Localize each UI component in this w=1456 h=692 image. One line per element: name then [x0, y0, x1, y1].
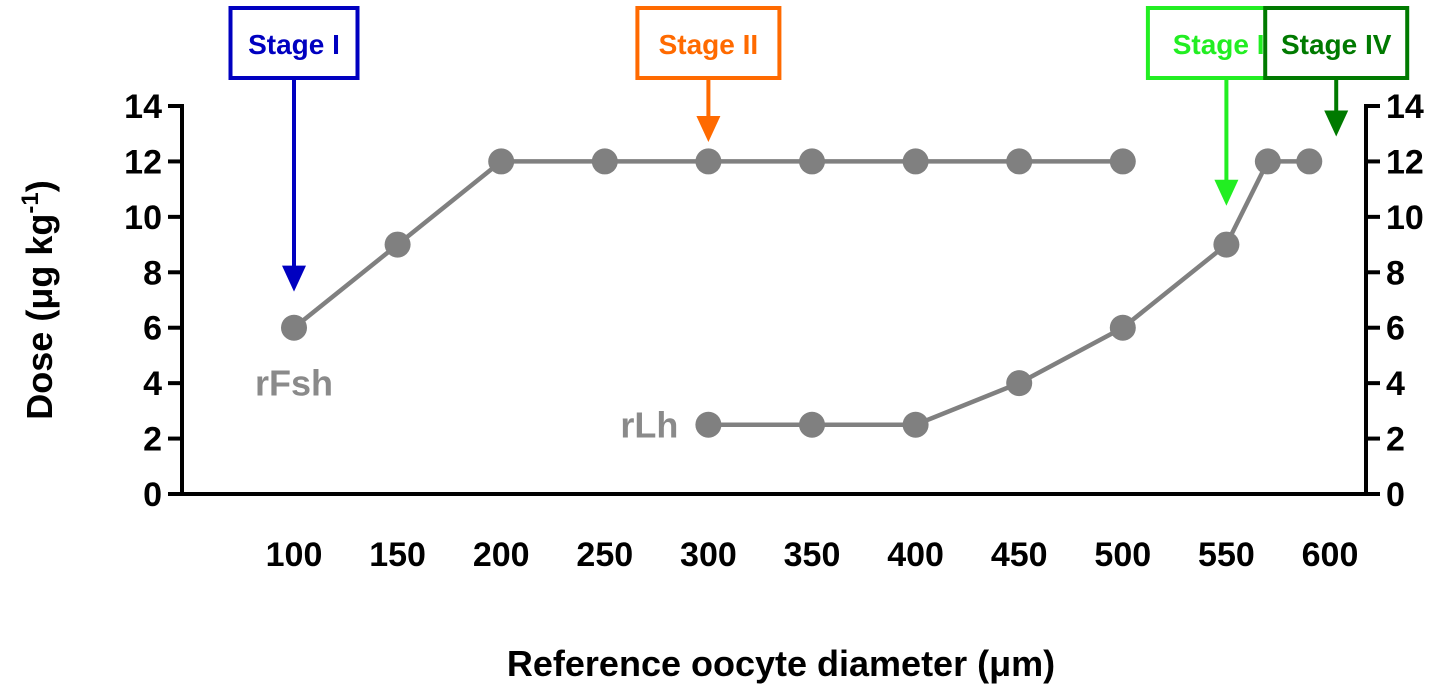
- x-tick-label: 300: [680, 536, 737, 574]
- left-y-tick-label: 8: [143, 254, 162, 292]
- data-point-rlh: [695, 411, 722, 438]
- series-rfsh: [281, 148, 1136, 341]
- right-y-tick-label: 12: [1386, 143, 1424, 181]
- right-y-tick-label: 6: [1386, 310, 1405, 348]
- data-point-rlh: [1296, 148, 1323, 175]
- stage-box: [228, 6, 360, 80]
- left-y-tick-label: 12: [124, 143, 162, 181]
- stage-label: Stage III: [1173, 29, 1280, 60]
- data-point-rlh: [1213, 231, 1240, 258]
- data-point-rfsh: [591, 148, 618, 175]
- stage-annotations: Stage I Stage II Stage III Stage IV: [228, 6, 1410, 292]
- left-y-tick-label: 10: [124, 199, 162, 237]
- right-y-tick-label: 4: [1386, 365, 1405, 403]
- x-tick-label: 400: [887, 536, 944, 574]
- data-point-rlh: [1254, 148, 1281, 175]
- y-axis-title-main: Dose (μg kg: [19, 214, 60, 420]
- data-point-rfsh: [1109, 148, 1136, 175]
- data-point-rfsh: [1006, 148, 1033, 175]
- x-tick-label: 550: [1198, 536, 1255, 574]
- series-rlh: [695, 148, 1323, 438]
- left-y-tick-label: 2: [143, 421, 162, 459]
- x-tick-label: 500: [1094, 536, 1151, 574]
- left-y-tick-label: 14: [124, 88, 162, 126]
- x-tick-label: 100: [266, 536, 323, 574]
- data-point-rfsh: [695, 148, 722, 175]
- stage-box: [1263, 6, 1410, 80]
- x-tick-label: 200: [473, 536, 530, 574]
- data-point-rlh: [1109, 314, 1136, 341]
- data-point-rlh: [902, 411, 929, 438]
- stage-label: Stage I: [248, 29, 340, 60]
- left-y-tick-label: 0: [143, 476, 162, 514]
- left-y-tick-label: 6: [143, 310, 162, 348]
- y-axis-title-close: ): [19, 180, 60, 192]
- axes: 0 0 2 2 4 4 6 6 8 8 10 10 12 12 14 14 100 150 200 250 300 350…: [124, 88, 1424, 574]
- y-axis-title-superscript: -1: [17, 192, 44, 213]
- x-tick-label: 350: [784, 536, 841, 574]
- right-y-tick-label: 10: [1386, 199, 1424, 237]
- data-point-rfsh: [281, 314, 307, 341]
- series-line-rlh: [708, 159, 1310, 427]
- left-y-tick-label: 4: [143, 365, 162, 403]
- data-point-rfsh: [799, 148, 825, 175]
- data-point-rfsh: [384, 231, 411, 258]
- x-tick-label: 150: [369, 536, 426, 574]
- stage-annotation: Stage I: [228, 6, 360, 292]
- stage-arrow-head: [696, 116, 721, 143]
- stage-label: Stage IV: [1281, 29, 1392, 60]
- stage-annotation: Stage II: [635, 6, 782, 143]
- right-y-tick-label: 2: [1386, 421, 1405, 459]
- x-tick-label: 450: [991, 536, 1048, 574]
- stage-arrow-head: [282, 265, 306, 292]
- right-y-tick-label: 14: [1386, 88, 1424, 126]
- stage-label: Stage II: [659, 29, 759, 60]
- series-line-rfsh: [292, 159, 1123, 330]
- stage-arrow-head: [1324, 110, 1349, 137]
- data-point-rfsh: [902, 148, 929, 175]
- x-tick-label: 600: [1302, 536, 1359, 574]
- series-label-rlh: rLh: [620, 405, 678, 446]
- data-point-rlh: [1006, 370, 1033, 397]
- stage-annotation: Stage IV: [1263, 6, 1410, 137]
- stage-arrow-head: [1214, 179, 1239, 206]
- right-y-tick-label: 8: [1386, 254, 1405, 292]
- data-point-rfsh: [488, 148, 515, 175]
- series-layer: rFsh rLh: [255, 148, 1323, 446]
- stage-box: [635, 6, 782, 80]
- x-axis-title: Reference oocyte diameter (μm): [507, 643, 1055, 684]
- y-axis-title: Dose (μg kg-1): [17, 180, 60, 419]
- data-point-rlh: [799, 411, 825, 438]
- x-tick-label: 250: [576, 536, 633, 574]
- right-y-tick-label: 0: [1386, 476, 1405, 514]
- series-label-rfsh: rFsh: [255, 363, 333, 404]
